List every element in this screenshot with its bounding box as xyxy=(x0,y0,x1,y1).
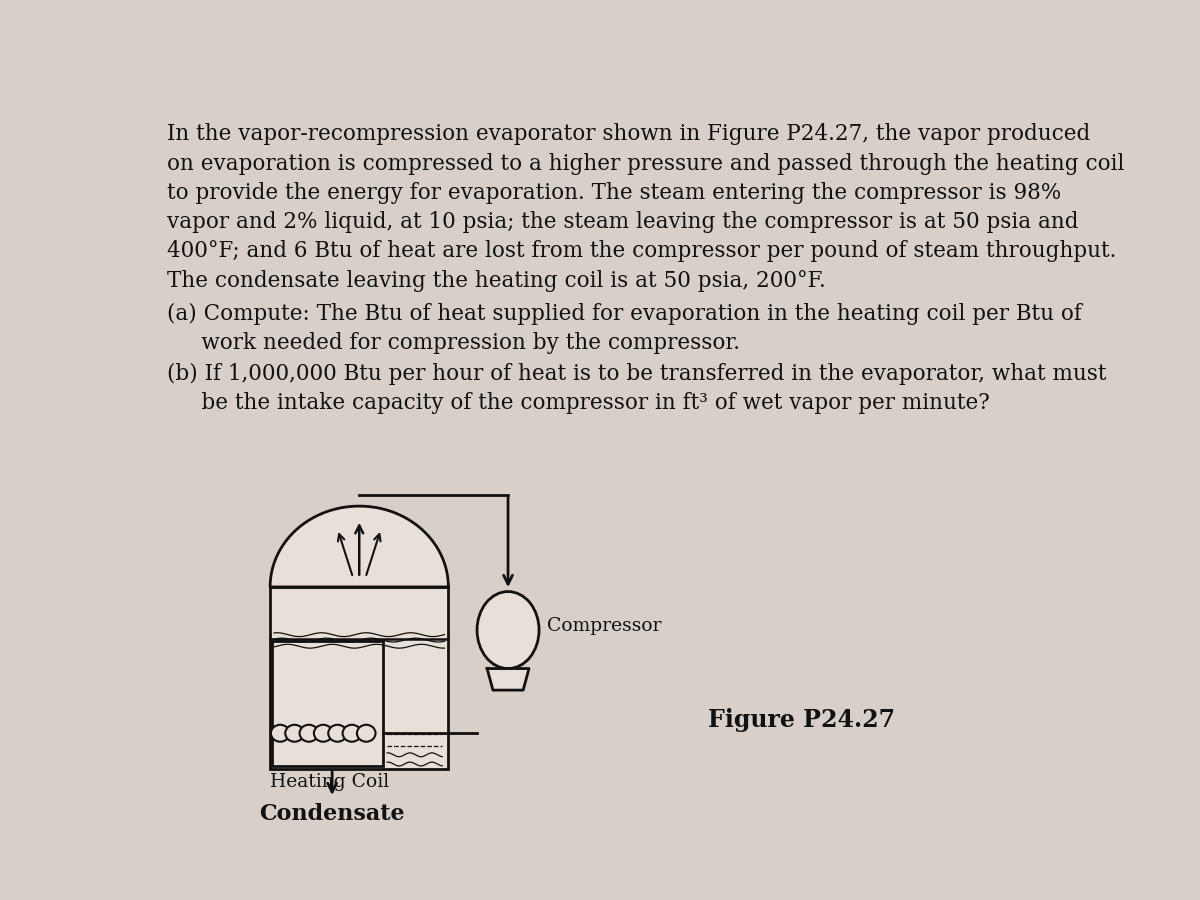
Ellipse shape xyxy=(478,591,539,669)
Text: be the intake capacity of the compressor in ft³ of wet vapor per minute?: be the intake capacity of the compressor… xyxy=(167,392,990,414)
Text: (a) Compute: The Btu of heat supplied for evaporation in the heating coil per Bt: (a) Compute: The Btu of heat supplied fo… xyxy=(167,302,1082,325)
Ellipse shape xyxy=(342,724,361,742)
Text: vapor and 2% liquid, at 10 psia; the steam leaving the compressor is at 50 psia : vapor and 2% liquid, at 10 psia; the ste… xyxy=(167,212,1079,233)
Text: In the vapor-recompression evaporator shown in Figure P24.27, the vapor produced: In the vapor-recompression evaporator sh… xyxy=(167,123,1091,146)
Ellipse shape xyxy=(300,724,318,742)
Bar xyxy=(271,641,383,766)
Ellipse shape xyxy=(356,724,376,742)
Ellipse shape xyxy=(286,724,304,742)
Polygon shape xyxy=(270,506,449,587)
Text: The condensate leaving the heating coil is at 50 psia, 200°F.: The condensate leaving the heating coil … xyxy=(167,270,826,292)
Text: Heating Coil: Heating Coil xyxy=(270,772,389,790)
Text: on evaporation is compressed to a higher pressure and passed through the heating: on evaporation is compressed to a higher… xyxy=(167,153,1124,175)
Text: Condensate: Condensate xyxy=(259,804,404,825)
Ellipse shape xyxy=(329,724,347,742)
Text: to provide the energy for evaporation. The steam entering the compressor is 98%: to provide the energy for evaporation. T… xyxy=(167,182,1061,204)
Ellipse shape xyxy=(271,724,289,742)
Text: work needed for compression by the compressor.: work needed for compression by the compr… xyxy=(167,332,740,354)
Ellipse shape xyxy=(314,724,332,742)
Text: Figure P24.27: Figure P24.27 xyxy=(708,708,895,733)
Bar xyxy=(270,587,449,769)
Text: 400°F; and 6 Btu of heat are lost from the compressor per pound of steam through: 400°F; and 6 Btu of heat are lost from t… xyxy=(167,240,1116,263)
Polygon shape xyxy=(487,669,529,690)
Text: Compressor: Compressor xyxy=(547,617,661,635)
Text: (b) If 1,000,000 Btu per hour of heat is to be transferred in the evaporator, wh: (b) If 1,000,000 Btu per hour of heat is… xyxy=(167,363,1106,385)
